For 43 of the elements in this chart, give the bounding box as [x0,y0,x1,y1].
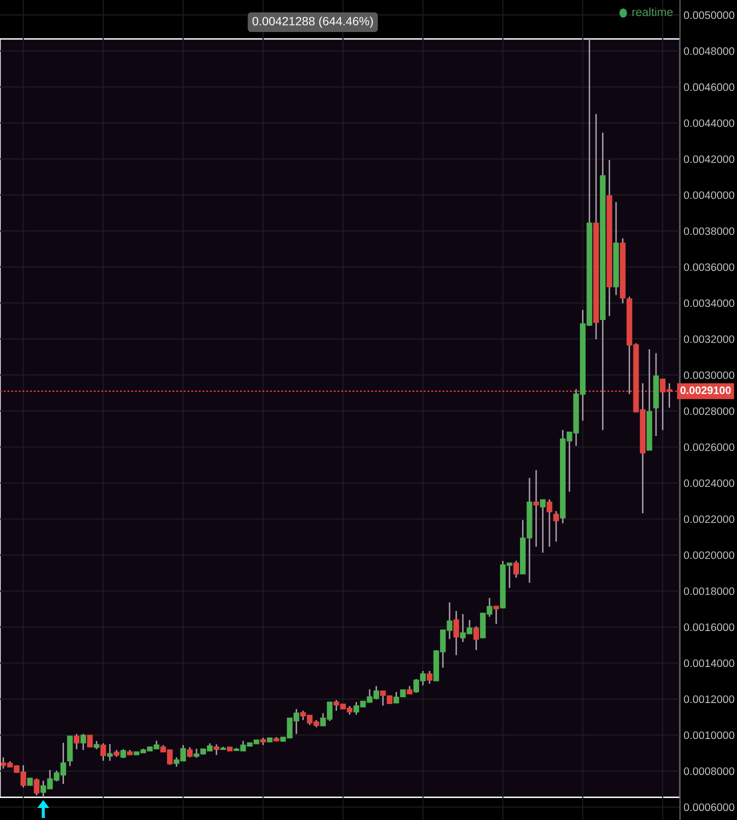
candlestick [74,733,80,750]
ref-line-label: 0.0029100 [680,386,731,394]
y-tick-label: 0.0024000 [684,479,734,488]
candlestick [107,743,113,762]
candlestick [553,510,559,542]
candlestick [533,469,539,548]
y-tick-label: 0.0006000 [684,803,734,812]
y-tick-label: 0.0010000 [684,731,734,740]
candlestick [80,733,86,751]
candlestick [100,742,106,762]
y-tick-label: 0.0032000 [684,335,734,344]
candlestick [186,746,193,758]
y-tick-label: 0.0046000 [684,83,734,91]
y-tick-label: 0.0048000 [684,47,734,55]
candlestick [214,744,220,756]
y-tick-label: 0.0012000 [684,695,734,704]
y-tick-label: 0.0038000 [684,227,734,235]
y-tick-label: 0.0022000 [684,515,734,524]
y-tick-label: 0.0026000 [684,443,734,452]
y-tick-label: 0.0044000 [684,119,734,127]
y-tick-label: 0.0020000 [684,551,734,560]
y-tick-label: 0.0008000 [684,767,734,776]
candlestick [87,734,93,748]
y-tick-label: 0.0014000 [684,659,734,668]
y-tick-label: 0.0028000 [684,407,734,416]
candlestick [546,498,552,548]
y-tick-label: 0.0030000 [684,371,734,380]
candlestick [34,778,40,796]
candlestick [473,626,480,651]
y-tick-label: 0.0016000 [684,623,734,632]
y-tick-label: 0.0042000 [684,155,734,163]
candlestick [493,606,500,625]
candlestick [540,499,546,554]
y-tick-label: 0.0034000 [684,299,734,308]
band-label: 0.00421288 (644.46%) [252,16,373,28]
annotation: realtime [632,8,673,16]
candlestick [513,560,519,578]
y-tick-label: 0.0040000 [684,191,734,199]
y-tick-label: 0.0050000 [684,11,734,19]
candlestick [453,610,460,656]
candlestick [426,670,432,684]
y-tick-label: 0.0018000 [684,587,734,596]
y-tick-label: 0.0036000 [684,263,734,272]
